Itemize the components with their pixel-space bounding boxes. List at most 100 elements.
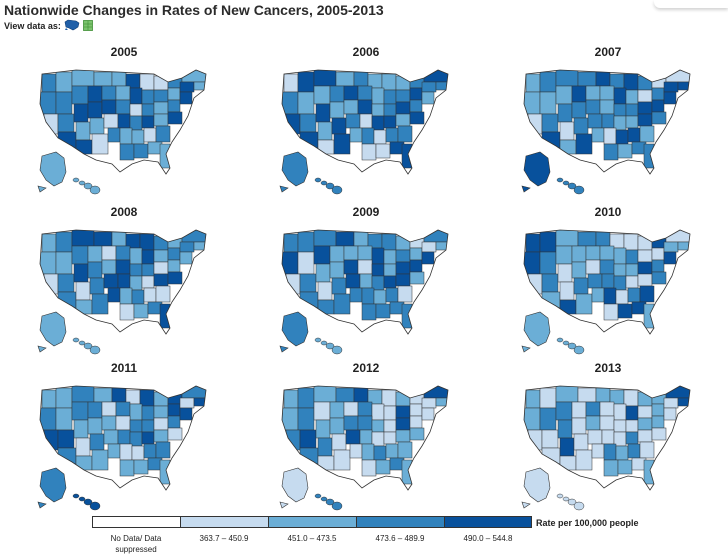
state-region[interactable] bbox=[87, 245, 103, 263]
state-region[interactable] bbox=[91, 133, 109, 155]
state-region[interactable] bbox=[129, 419, 143, 433]
state-region[interactable] bbox=[329, 101, 345, 119]
state-region[interactable] bbox=[663, 251, 677, 265]
state-region[interactable] bbox=[381, 73, 397, 91]
state-region[interactable] bbox=[333, 133, 351, 155]
state-region[interactable] bbox=[139, 233, 155, 251]
state-region[interactable] bbox=[585, 401, 601, 417]
state-region[interactable] bbox=[539, 251, 557, 275]
state-region[interactable] bbox=[601, 429, 615, 445]
state-region[interactable] bbox=[651, 259, 665, 273]
state-region[interactable] bbox=[361, 303, 377, 321]
state-hawaii[interactable] bbox=[314, 177, 322, 183]
state-region[interactable] bbox=[71, 401, 89, 421]
state-region[interactable] bbox=[345, 429, 361, 445]
state-region[interactable] bbox=[421, 407, 435, 421]
state-region[interactable] bbox=[111, 387, 127, 403]
state-region[interactable] bbox=[41, 389, 57, 409]
state-region[interactable] bbox=[623, 389, 639, 407]
state-region[interactable] bbox=[115, 259, 131, 275]
state-region[interactable] bbox=[119, 287, 133, 305]
state-region[interactable] bbox=[385, 127, 399, 143]
state-hawaii[interactable] bbox=[320, 180, 328, 186]
state-region[interactable] bbox=[349, 287, 363, 303]
state-region[interactable] bbox=[409, 403, 423, 417]
state-region[interactable] bbox=[397, 441, 413, 459]
state-hawaii[interactable] bbox=[562, 180, 570, 186]
state-region[interactable] bbox=[335, 231, 355, 247]
state-hawaii[interactable] bbox=[89, 501, 101, 511]
state-region[interactable] bbox=[559, 121, 575, 141]
state-region[interactable] bbox=[87, 417, 103, 435]
state-region[interactable] bbox=[627, 287, 641, 303]
state-region[interactable] bbox=[357, 401, 373, 417]
state-region[interactable] bbox=[343, 401, 359, 417]
state-hawaii[interactable] bbox=[78, 496, 86, 502]
state-region[interactable] bbox=[539, 407, 557, 431]
state-region[interactable] bbox=[571, 101, 587, 119]
state-region[interactable] bbox=[601, 273, 615, 289]
state-region[interactable] bbox=[343, 259, 359, 275]
state-region[interactable] bbox=[315, 103, 331, 123]
state-region[interactable] bbox=[409, 271, 425, 285]
state-region[interactable] bbox=[421, 241, 437, 253]
state-region[interactable] bbox=[637, 249, 653, 263]
state-region[interactable] bbox=[167, 87, 181, 101]
state-region[interactable] bbox=[559, 299, 577, 315]
state-region[interactable] bbox=[371, 247, 385, 265]
state-region[interactable] bbox=[357, 99, 373, 115]
state-region[interactable] bbox=[599, 245, 615, 261]
state-region[interactable] bbox=[133, 459, 149, 475]
state-region[interactable] bbox=[375, 143, 391, 159]
state-region[interactable] bbox=[527, 429, 543, 451]
state-alaska[interactable] bbox=[37, 311, 67, 353]
state-region[interactable] bbox=[361, 459, 377, 477]
state-region[interactable] bbox=[599, 401, 615, 417]
state-region[interactable] bbox=[73, 263, 89, 283]
state-region[interactable] bbox=[615, 289, 629, 305]
state-region[interactable] bbox=[153, 113, 169, 127]
state-hawaii[interactable] bbox=[331, 501, 343, 511]
state-region[interactable] bbox=[587, 429, 603, 445]
state-region[interactable] bbox=[651, 87, 665, 101]
state-region[interactable] bbox=[101, 99, 117, 115]
state-region[interactable] bbox=[91, 293, 109, 315]
state-region[interactable] bbox=[381, 233, 397, 251]
state-region[interactable] bbox=[375, 303, 391, 319]
state-hawaii[interactable] bbox=[562, 496, 570, 502]
state-region[interactable] bbox=[557, 419, 573, 439]
state-region[interactable] bbox=[115, 415, 131, 431]
state-region[interactable] bbox=[71, 230, 95, 247]
state-region[interactable] bbox=[143, 443, 157, 459]
state-region[interactable] bbox=[625, 405, 639, 421]
state-region[interactable] bbox=[179, 251, 193, 265]
state-region[interactable] bbox=[625, 103, 639, 117]
state-region[interactable] bbox=[101, 259, 117, 275]
state-region[interactable] bbox=[371, 419, 385, 433]
state-region[interactable] bbox=[353, 71, 369, 87]
state-region[interactable] bbox=[603, 287, 617, 305]
state-region[interactable] bbox=[317, 437, 333, 457]
state-region[interactable] bbox=[153, 261, 169, 275]
state-region[interactable] bbox=[613, 103, 627, 117]
state-region[interactable] bbox=[75, 437, 91, 457]
state-region[interactable] bbox=[55, 231, 73, 253]
state-region[interactable] bbox=[383, 419, 397, 433]
state-region[interactable] bbox=[409, 415, 423, 429]
state-region[interactable] bbox=[663, 91, 677, 105]
state-region[interactable] bbox=[617, 303, 633, 319]
us-map-2006[interactable] bbox=[278, 64, 454, 206]
state-region[interactable] bbox=[43, 273, 59, 295]
state-region[interactable] bbox=[331, 117, 347, 135]
state-region[interactable] bbox=[349, 443, 363, 459]
state-region[interactable] bbox=[297, 387, 315, 409]
state-region[interactable] bbox=[435, 241, 448, 251]
state-region[interactable] bbox=[601, 113, 615, 129]
state-region[interactable] bbox=[193, 397, 206, 407]
state-region[interactable] bbox=[361, 443, 375, 461]
state-hawaii[interactable] bbox=[78, 180, 86, 186]
state-region[interactable] bbox=[651, 271, 667, 285]
state-region[interactable] bbox=[541, 429, 559, 449]
state-region[interactable] bbox=[383, 431, 397, 445]
state-region[interactable] bbox=[143, 127, 157, 143]
